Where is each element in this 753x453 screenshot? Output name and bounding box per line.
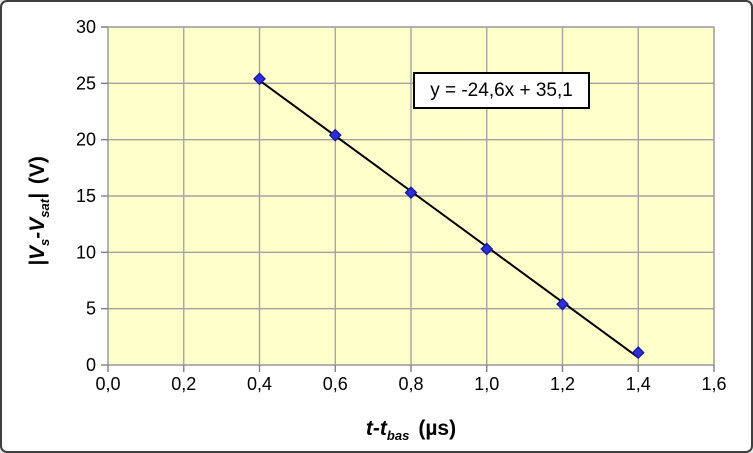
x-tick-label: 1,6 [701, 374, 726, 394]
x-axis-title: t-tbas (µs) [108, 414, 714, 444]
data-point-marker[interactable] [556, 297, 569, 311]
data-point-marker[interactable] [480, 242, 494, 256]
trendline-equation-box[interactable]: y = -24,6x + 35,1 [413, 72, 590, 109]
x-tick-label: 1,0 [474, 374, 499, 394]
data-point-marker[interactable] [328, 128, 342, 142]
y-tick-label: 15 [76, 186, 96, 206]
x-axis-title-var: t-tbas [365, 417, 410, 444]
x-tick-label: 1,2 [550, 374, 575, 394]
data-point-marker[interactable] [631, 346, 645, 360]
y-tick-label: 25 [76, 73, 96, 93]
x-tick-label: 1,4 [626, 374, 651, 394]
trendline[interactable] [258, 79, 639, 359]
x-tick-label: 0,4 [247, 374, 272, 394]
x-tick-label: 0,8 [398, 374, 423, 394]
y-tick-label: 30 [76, 17, 96, 37]
y-axis-title: |Vs-Vsat| (V) [21, 31, 55, 391]
x-tick-label: 0,0 [95, 374, 120, 394]
x-tick-label: 0,2 [171, 374, 196, 394]
y-tick-label: 20 [76, 130, 96, 150]
data-point-marker[interactable] [404, 186, 418, 200]
y-axis-title-unit: (V) [26, 156, 49, 185]
y-axis-title-var: |Vs-Vsat| [26, 193, 53, 266]
x-axis-title-unit: (µs) [418, 417, 457, 440]
y-tick-label: 10 [76, 242, 96, 262]
y-tick-label: 0 [86, 355, 96, 375]
data-point-marker[interactable] [253, 72, 266, 86]
y-tick-label: 5 [86, 299, 96, 319]
x-tick-label: 0,6 [323, 374, 348, 394]
